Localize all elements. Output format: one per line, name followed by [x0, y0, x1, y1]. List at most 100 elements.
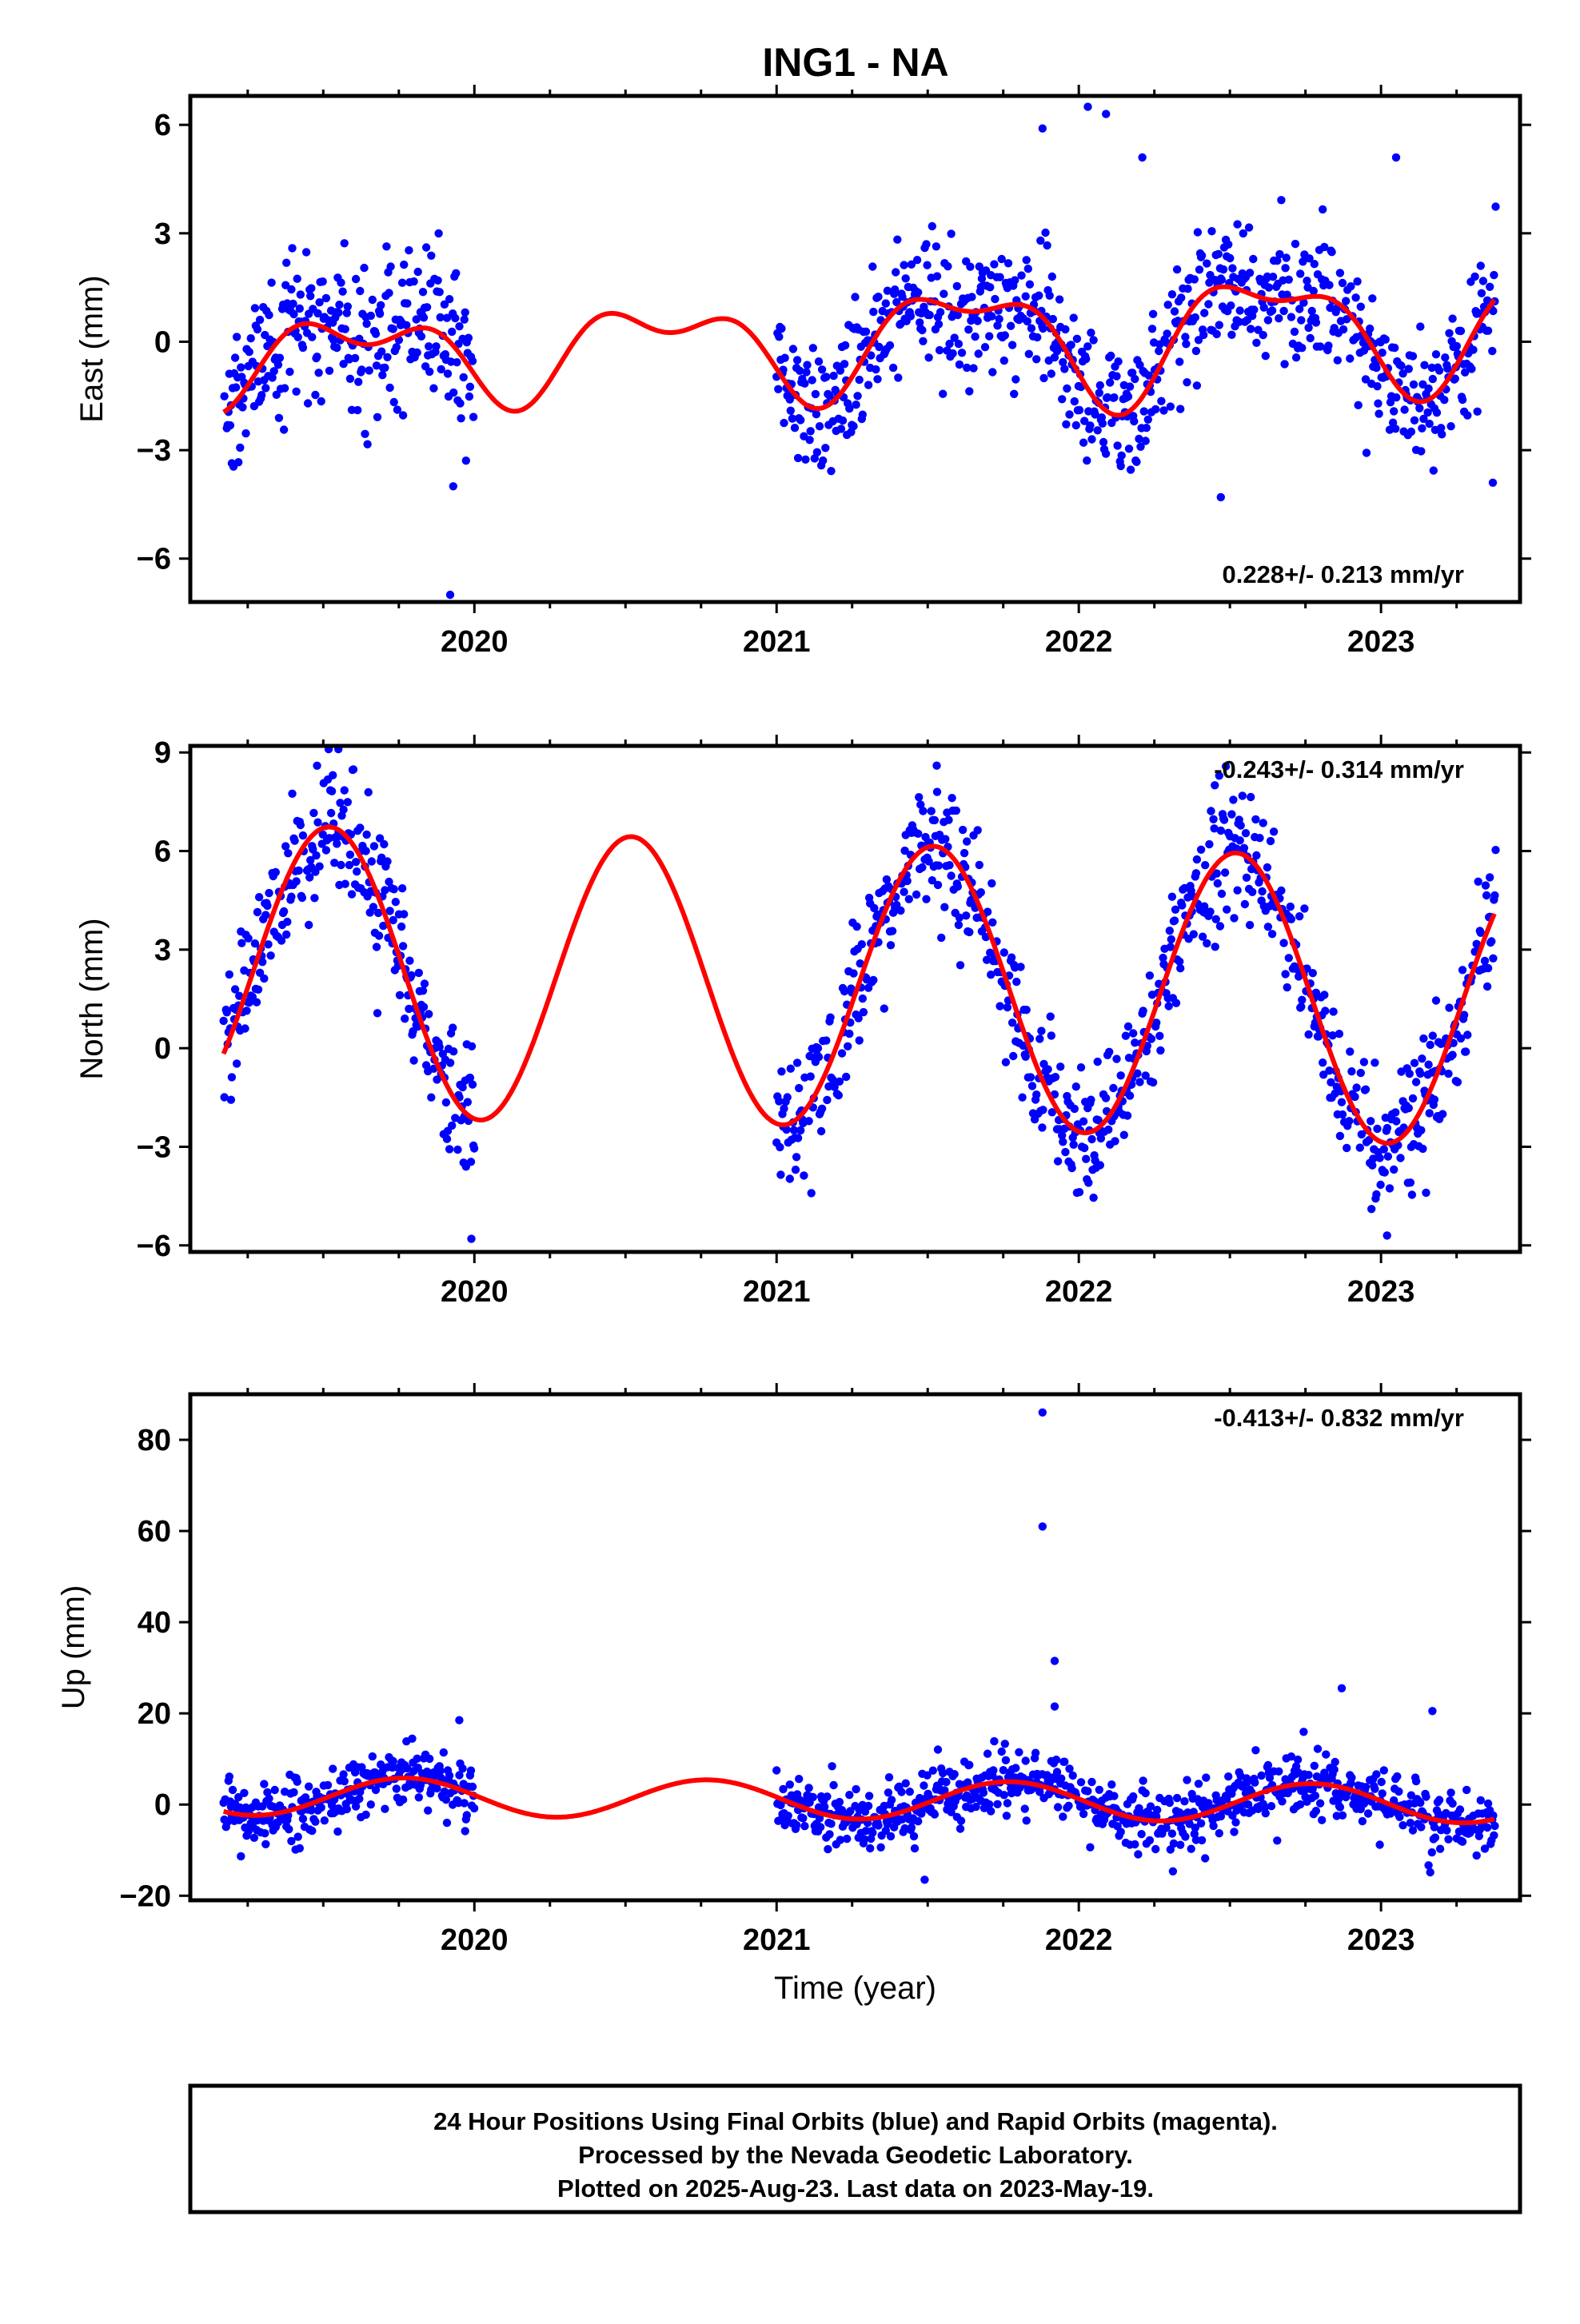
- data-point: [1308, 969, 1318, 978]
- data-point: [1309, 286, 1319, 296]
- data-point: [1117, 451, 1126, 460]
- data-point: [1463, 411, 1472, 420]
- data-point: [837, 1049, 847, 1058]
- data-point: [1020, 1804, 1029, 1813]
- data-point: [1377, 1777, 1386, 1787]
- data-point: [1206, 907, 1215, 916]
- data-point: [1061, 325, 1070, 334]
- data-point: [295, 1844, 304, 1853]
- data-point: [420, 979, 429, 988]
- data-point: [422, 303, 432, 312]
- data-point: [1010, 389, 1019, 398]
- data-point: [1259, 819, 1267, 827]
- y-axis: −6 −3 0 3 6: [137, 109, 1531, 576]
- data-point: [1337, 1098, 1347, 1106]
- data-point: [1251, 815, 1260, 824]
- data-point: [364, 787, 373, 797]
- data-point: [220, 1093, 229, 1102]
- data-point: [361, 429, 369, 438]
- data-point: [1131, 1038, 1139, 1047]
- data-point: [369, 842, 379, 851]
- data-point: [1491, 846, 1500, 855]
- data-point: [1347, 282, 1355, 291]
- data-point: [263, 901, 272, 911]
- data-point: [1196, 845, 1206, 855]
- data-point: [1359, 1058, 1369, 1066]
- data-point: [337, 278, 345, 287]
- data-point: [1125, 382, 1135, 391]
- data-point: [1248, 887, 1257, 897]
- data-point: [1025, 280, 1035, 289]
- data-point: [1304, 1030, 1313, 1039]
- data-point: [1239, 843, 1249, 853]
- data-point: [1135, 1078, 1144, 1086]
- data-point: [788, 345, 798, 353]
- data-point: [1190, 275, 1199, 284]
- data-point: [1172, 1793, 1182, 1803]
- data-point: [1129, 1029, 1138, 1038]
- data-point: [1353, 277, 1362, 286]
- data-point: [1131, 374, 1139, 384]
- data-point: [338, 287, 347, 296]
- data-point: [900, 846, 909, 855]
- data-point: [1071, 1082, 1081, 1091]
- data-point: [369, 903, 378, 911]
- data-point: [1375, 409, 1383, 418]
- data-point: [293, 333, 302, 341]
- data-point: [1435, 1844, 1445, 1853]
- data-point: [840, 341, 850, 350]
- data-point: [265, 888, 273, 898]
- data-point: [1490, 891, 1499, 900]
- data-point: [435, 288, 444, 297]
- data-point: [310, 894, 319, 903]
- data-point: [1250, 305, 1259, 314]
- data-point: [1159, 406, 1168, 415]
- data-point: [439, 1748, 448, 1757]
- data-point: [835, 1797, 844, 1807]
- data-point: [309, 845, 317, 854]
- data-point: [385, 907, 394, 915]
- data-point: [1400, 405, 1409, 414]
- data-point: [1155, 346, 1163, 356]
- data-point: [1022, 1006, 1031, 1015]
- data-point: [1197, 1836, 1207, 1845]
- data-point: [340, 786, 349, 795]
- data-point: [1315, 342, 1325, 351]
- y-tick-label: 0: [154, 1032, 171, 1066]
- data-point: [391, 898, 400, 907]
- data-point: [1012, 977, 1021, 987]
- data-point: [453, 1145, 462, 1154]
- outlier-point: [455, 1716, 464, 1724]
- data-point: [1300, 904, 1309, 913]
- data-point: [1201, 861, 1210, 870]
- data-point: [782, 1125, 791, 1134]
- data-point: [914, 288, 923, 297]
- data-point: [1462, 1047, 1470, 1056]
- data-point: [876, 1843, 885, 1852]
- data-point: [928, 876, 937, 885]
- data-point: [808, 376, 816, 385]
- data-point: [906, 312, 916, 321]
- data-point: [1355, 1143, 1365, 1152]
- data-point: [413, 348, 421, 357]
- data-point: [1306, 333, 1315, 343]
- data-point: [1321, 1007, 1330, 1015]
- data-point: [1096, 1134, 1106, 1143]
- data-point: [261, 1840, 270, 1848]
- data-point: [313, 309, 322, 318]
- data-point: [1026, 1073, 1035, 1082]
- data-point: [1390, 1165, 1398, 1174]
- data-point: [830, 1082, 839, 1091]
- data-point: [1069, 313, 1078, 322]
- data-point: [1080, 417, 1089, 425]
- data-point: [1320, 242, 1329, 252]
- footer-line-3: Plotted on 2025-Aug-23. Last data on 202…: [557, 2175, 1154, 2202]
- data-point: [868, 262, 877, 271]
- data-point: [1110, 393, 1119, 402]
- data-point: [868, 1828, 877, 1837]
- data-point: [305, 873, 314, 882]
- data-point: [1287, 915, 1296, 924]
- data-point: [1153, 1805, 1162, 1815]
- data-point: [1404, 1103, 1414, 1113]
- data-point: [421, 243, 431, 252]
